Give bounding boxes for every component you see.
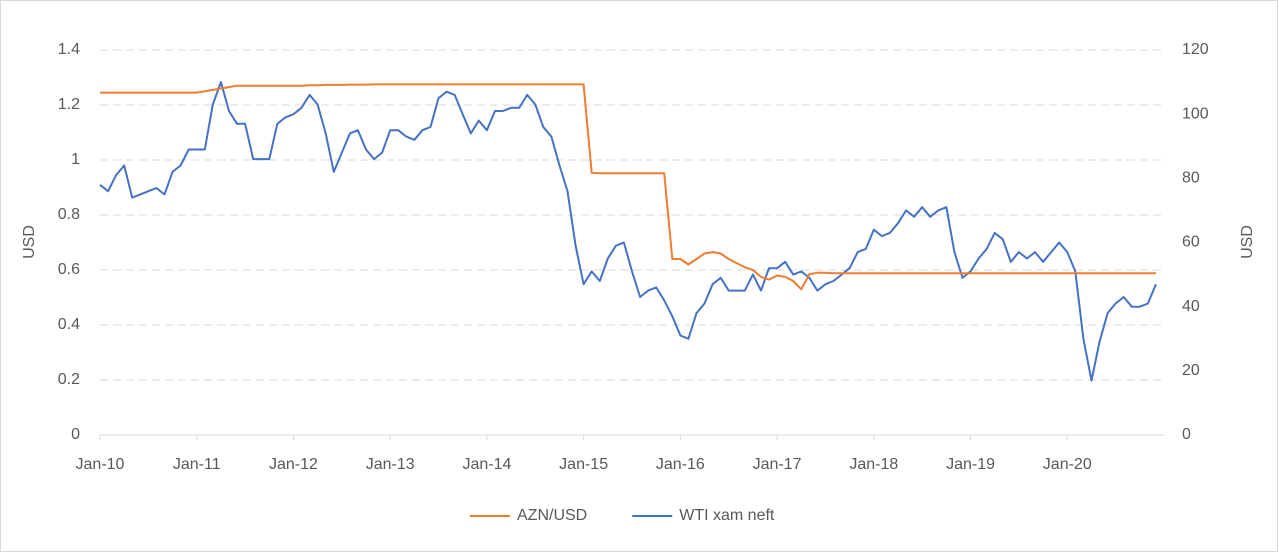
x-tick-label: Jan-20	[1043, 456, 1092, 473]
line-series	[99, 81, 1157, 382]
x-tick-label: Jan-18	[849, 456, 898, 473]
x-tick-label: Jan-16	[656, 456, 705, 473]
y-tick-label: 1.4	[58, 41, 80, 58]
y-tick-label: 0.4	[58, 316, 80, 333]
x-tick-label: Jan-15	[559, 456, 608, 473]
y2-tick-label: 120	[1182, 41, 1209, 58]
x-tick-label: Jan-11	[173, 456, 221, 473]
y-tick-label: 0.2	[58, 371, 80, 388]
y2-tick-label: 40	[1182, 298, 1200, 315]
x-tick-label: Jan-14	[462, 456, 511, 473]
y2-tick-label: 80	[1182, 170, 1200, 187]
y2-tick-label: 20	[1182, 362, 1200, 379]
y2-tick-label: 60	[1182, 234, 1200, 251]
y2-tick-label: 0	[1182, 426, 1191, 443]
x-tick-label: Jan-13	[366, 456, 415, 473]
line-series	[100, 83, 1156, 291]
x-tick-label: Jan-10	[76, 456, 125, 473]
y2-tick-label: 100	[1182, 105, 1209, 122]
y-axis-title: USD	[21, 225, 38, 259]
x-tick-label: Jan-17	[753, 456, 802, 473]
x-tick-label: Jan-19	[946, 456, 995, 473]
y-tick-label: 0	[71, 426, 80, 443]
x-tick-label: Jan-12	[269, 456, 318, 473]
y-tick-label: 0.6	[58, 261, 80, 278]
y2-axis-title: USD	[1239, 225, 1256, 259]
legend-label: AZN/USD	[517, 507, 587, 524]
y-tick-label: 1	[71, 151, 80, 168]
legend-label: WTI xam neft	[679, 507, 775, 524]
y-tick-label: 0.8	[58, 206, 80, 223]
y-tick-label: 1.2	[58, 96, 80, 113]
